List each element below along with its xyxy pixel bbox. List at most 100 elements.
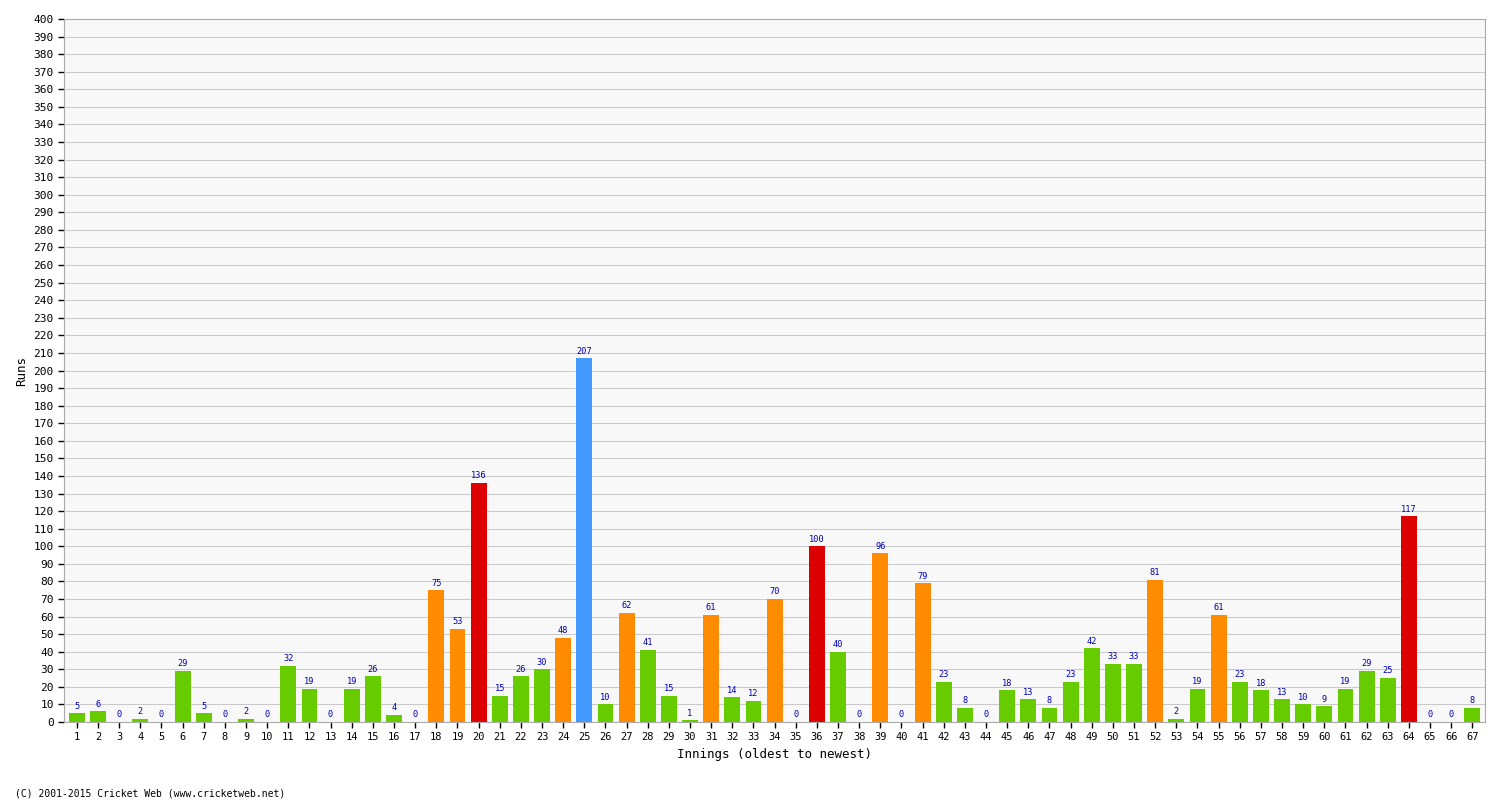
Text: 4: 4 — [392, 703, 396, 712]
Text: 81: 81 — [1150, 568, 1161, 577]
Bar — [238, 718, 254, 722]
Text: 25: 25 — [1383, 666, 1394, 675]
Text: 117: 117 — [1401, 505, 1417, 514]
Bar — [1338, 689, 1353, 722]
Bar — [1380, 678, 1395, 722]
Text: 10: 10 — [600, 693, 610, 702]
Text: 8: 8 — [963, 696, 968, 706]
Bar — [618, 613, 634, 722]
Bar — [344, 689, 360, 722]
Text: 0: 0 — [328, 710, 333, 719]
Text: 42: 42 — [1086, 637, 1096, 646]
Text: 32: 32 — [284, 654, 294, 663]
Text: 23: 23 — [1234, 670, 1245, 679]
Text: 30: 30 — [537, 658, 548, 666]
Text: 0: 0 — [898, 710, 904, 719]
Text: (C) 2001-2015 Cricket Web (www.cricketweb.net): (C) 2001-2015 Cricket Web (www.cricketwe… — [15, 788, 285, 798]
Text: 79: 79 — [918, 571, 928, 581]
Text: 19: 19 — [304, 677, 315, 686]
Text: 0: 0 — [856, 710, 862, 719]
Bar — [640, 650, 656, 722]
Text: 12: 12 — [748, 690, 759, 698]
Bar — [1232, 682, 1248, 722]
Text: 19: 19 — [1340, 677, 1350, 686]
Text: 100: 100 — [808, 534, 825, 544]
Bar — [1317, 706, 1332, 722]
Y-axis label: Runs: Runs — [15, 355, 28, 386]
Bar — [662, 696, 676, 722]
Bar — [555, 638, 572, 722]
Bar — [450, 629, 465, 722]
Text: 61: 61 — [706, 603, 717, 612]
Bar — [1084, 648, 1100, 722]
Text: 0: 0 — [413, 710, 419, 719]
Bar — [1252, 690, 1269, 722]
Text: 14: 14 — [728, 686, 738, 694]
Bar — [808, 546, 825, 722]
Bar — [69, 714, 86, 722]
Text: 1: 1 — [687, 709, 693, 718]
Text: 18: 18 — [1002, 678, 1013, 688]
Bar — [1020, 699, 1036, 722]
Bar — [999, 690, 1016, 722]
Text: 9: 9 — [1322, 694, 1328, 703]
Text: 15: 15 — [663, 684, 674, 693]
Text: 48: 48 — [558, 626, 568, 635]
Bar — [830, 652, 846, 722]
Bar — [1041, 708, 1058, 722]
Text: 8: 8 — [1047, 696, 1052, 706]
Text: 15: 15 — [495, 684, 506, 693]
Text: 10: 10 — [1298, 693, 1308, 702]
Text: 75: 75 — [430, 578, 441, 587]
Bar — [1168, 718, 1184, 722]
Bar — [132, 718, 148, 722]
Bar — [471, 483, 486, 722]
Text: 23: 23 — [1065, 670, 1076, 679]
Bar — [513, 676, 529, 722]
Text: 2: 2 — [138, 707, 142, 716]
Text: 0: 0 — [1449, 710, 1454, 719]
Text: 0: 0 — [159, 710, 164, 719]
Text: 53: 53 — [452, 618, 462, 626]
Bar — [280, 666, 297, 722]
Bar — [1106, 664, 1120, 722]
Text: 26: 26 — [516, 665, 526, 674]
Bar — [364, 676, 381, 722]
Text: 29: 29 — [177, 659, 188, 669]
Text: 0: 0 — [984, 710, 988, 719]
Text: 41: 41 — [642, 638, 652, 647]
Text: 207: 207 — [576, 346, 592, 355]
Text: 29: 29 — [1362, 659, 1372, 669]
Bar — [915, 583, 930, 722]
Bar — [90, 711, 106, 722]
Bar — [873, 554, 888, 722]
Text: 13: 13 — [1023, 687, 1034, 697]
Text: 33: 33 — [1107, 652, 1118, 662]
Bar — [429, 590, 444, 722]
Bar — [174, 671, 190, 722]
Text: 33: 33 — [1130, 652, 1140, 662]
Text: 19: 19 — [346, 677, 357, 686]
Text: 70: 70 — [770, 587, 780, 596]
Bar — [766, 599, 783, 722]
Text: 26: 26 — [368, 665, 378, 674]
Text: 2: 2 — [243, 707, 249, 716]
Text: 13: 13 — [1276, 687, 1287, 697]
Bar — [597, 705, 613, 722]
Bar — [746, 701, 762, 722]
Bar — [1126, 664, 1142, 722]
Bar — [576, 358, 592, 722]
Bar — [1062, 682, 1078, 722]
Bar — [724, 698, 741, 722]
Text: 23: 23 — [939, 670, 950, 679]
Bar — [1190, 689, 1206, 722]
Text: 0: 0 — [794, 710, 798, 719]
Text: 18: 18 — [1256, 678, 1266, 688]
Bar — [1359, 671, 1374, 722]
Bar — [1464, 708, 1480, 722]
Bar — [196, 714, 211, 722]
Text: 5: 5 — [75, 702, 80, 710]
Bar — [957, 708, 974, 722]
Bar — [936, 682, 951, 722]
Text: 2: 2 — [1173, 707, 1179, 716]
